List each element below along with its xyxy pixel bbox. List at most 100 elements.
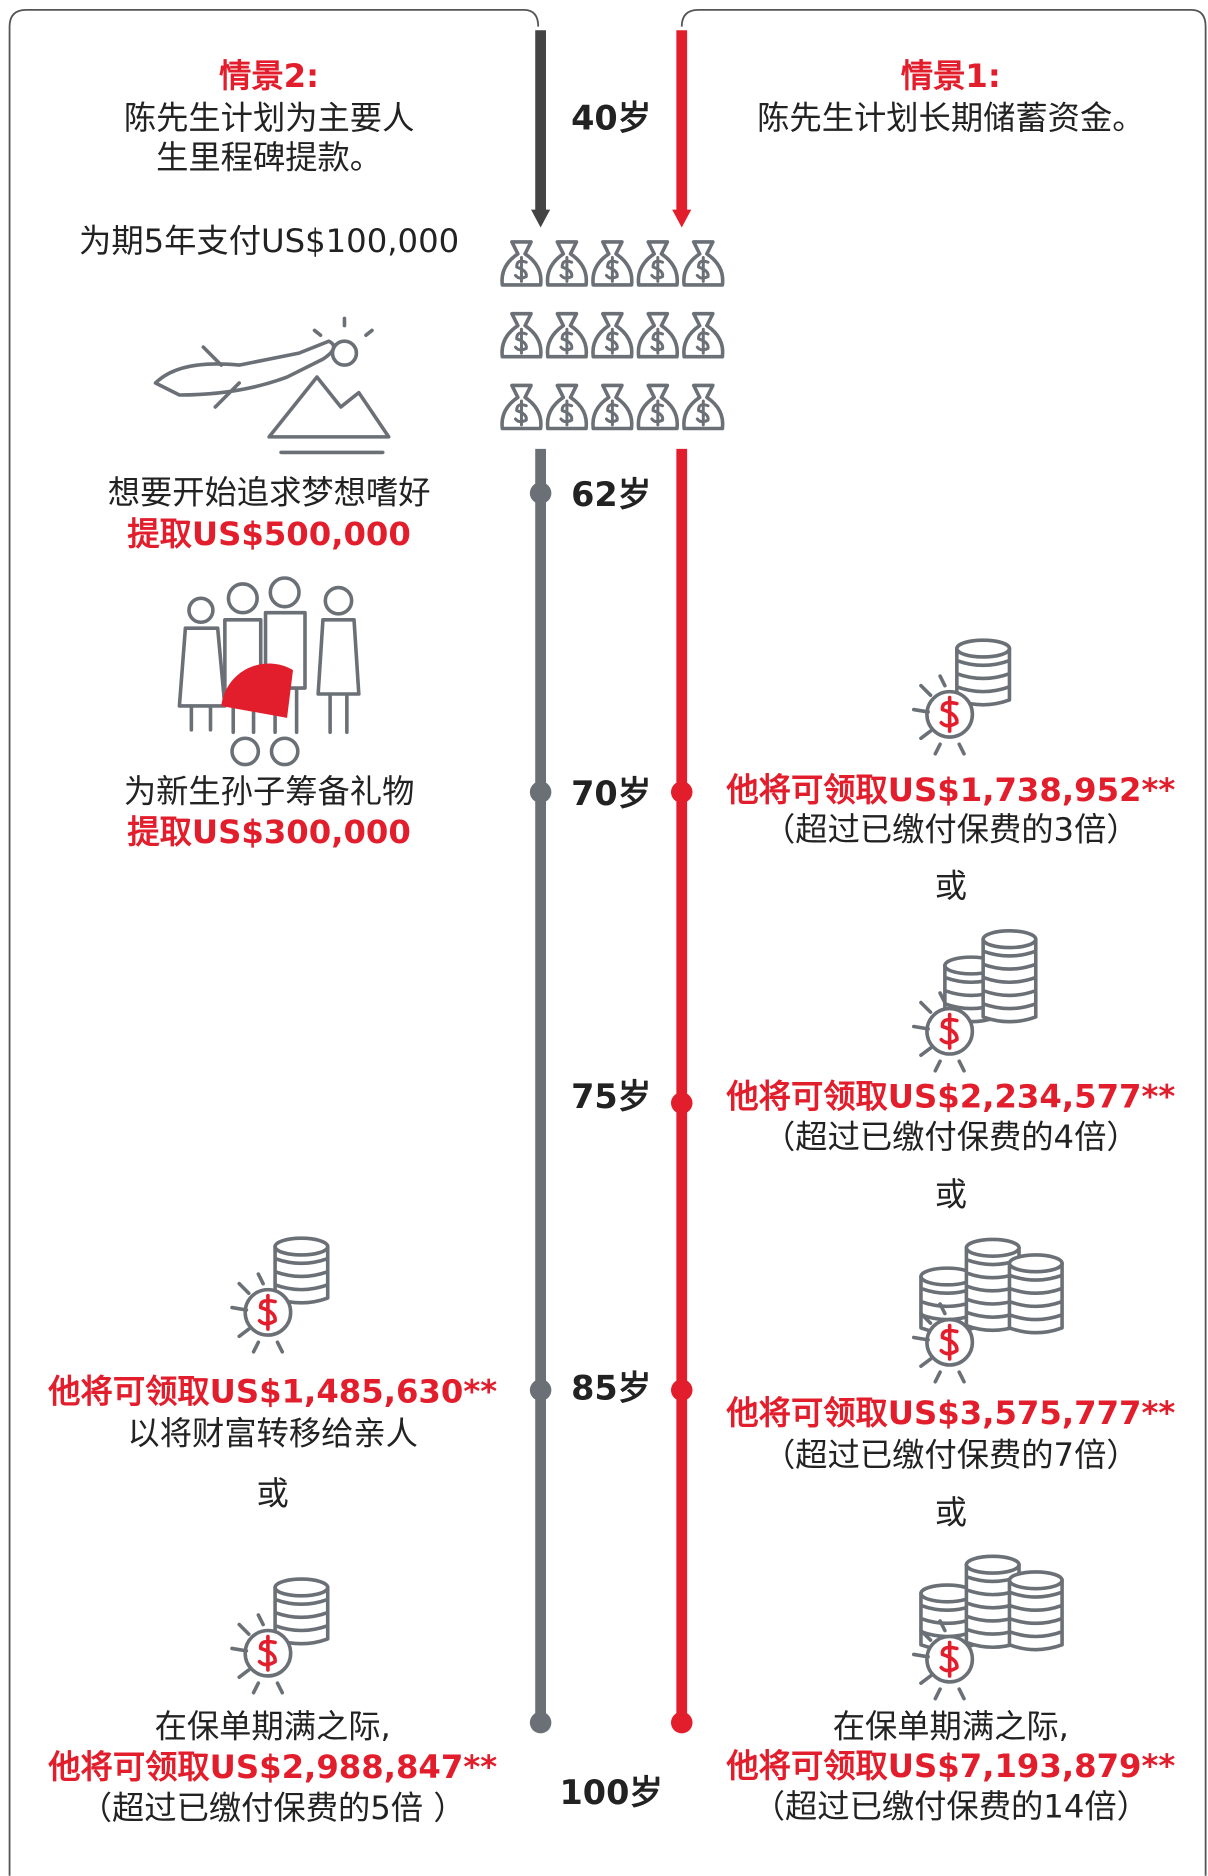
note: 在保单期满之际, (833, 1708, 1069, 1746)
bag-dollar (606, 257, 617, 281)
intro: 陈先生计划长期储蓄资金。 (757, 99, 1144, 137)
amount: 他将可领取US$1,738,952** (725, 771, 1175, 809)
age: 85岁 (571, 1369, 651, 1408)
or: 或 (935, 1175, 967, 1213)
coin-top (275, 1238, 328, 1255)
ray (921, 686, 931, 696)
ray (921, 1359, 931, 1366)
age: 75岁 (571, 1077, 651, 1116)
arrow (672, 210, 691, 228)
bag-dollar (515, 401, 526, 425)
intro: 陈先生计划为主要人 (124, 99, 415, 137)
intro: 生里程碑提款。 (156, 138, 382, 176)
age: 100岁 (560, 1773, 663, 1812)
money-bags (502, 242, 723, 429)
ray (959, 1061, 964, 1071)
ray (921, 1003, 931, 1013)
ray (959, 1689, 964, 1699)
ray (921, 1676, 931, 1683)
bag-dollar (561, 401, 572, 425)
amount: 他将可领取US$7,193,879** (725, 1747, 1175, 1785)
infographic: 40岁 62岁 70岁 75岁 85岁 100岁 情景2: 陈先生计划为主要人 … (0, 0, 1208, 1876)
bag-dollar (697, 329, 708, 353)
family-icon (179, 578, 358, 765)
bag-dollar (697, 257, 708, 281)
ray (239, 1284, 249, 1294)
ray (935, 1689, 940, 1699)
withdrawal: 提取US$500,000 (127, 515, 411, 553)
coin-icon (232, 1579, 328, 1693)
ray (239, 1329, 249, 1336)
note: （超过已缴付保费的14倍） (753, 1788, 1149, 1826)
note: （超过已缴付保费的4倍） (763, 1118, 1139, 1156)
ray (258, 1274, 263, 1284)
ray (232, 1308, 246, 1310)
ray (914, 710, 928, 712)
ray (935, 1372, 940, 1382)
note: 以将财富转移给亲人 (127, 1415, 418, 1453)
amount: 他将可领取US$2,988,847** (47, 1748, 497, 1786)
ray (254, 1683, 259, 1693)
coin-icon (914, 640, 1010, 754)
coin-icon (914, 1556, 1062, 1698)
or: 或 (257, 1474, 289, 1512)
ray (940, 676, 945, 686)
bag-dollar (697, 401, 708, 425)
ray (277, 1683, 282, 1693)
ray (959, 1372, 964, 1382)
ray (959, 744, 964, 754)
ray (935, 744, 940, 754)
coin-top (275, 1579, 328, 1596)
ray (914, 1337, 928, 1339)
milestone: 想要开始追求梦想嗜好 (108, 473, 431, 511)
heading: 情景2: (219, 57, 319, 95)
bag-dollar (515, 329, 526, 353)
bag-dollar (652, 257, 663, 281)
withdrawal: 提取US$300,000 (127, 813, 411, 851)
amount: 他将可领取US$2,234,577** (725, 1077, 1175, 1115)
arrow (531, 210, 550, 228)
coin-top (966, 1556, 1019, 1573)
amount: 他将可领取US$3,575,777** (725, 1394, 1175, 1432)
bag-dollar (652, 329, 663, 353)
note: （超过已缴付保费的7倍） (763, 1436, 1139, 1474)
ray (254, 1342, 259, 1352)
ray (935, 1061, 940, 1071)
note: 在保单期满之际, (155, 1708, 391, 1746)
ray (277, 1342, 282, 1352)
coin-top (957, 640, 1010, 657)
coin-top (1009, 1255, 1062, 1272)
bag-dollar (652, 401, 663, 425)
ray (921, 731, 931, 738)
ray (914, 1027, 928, 1029)
plane-icon (155, 318, 388, 452)
ray (232, 1648, 246, 1650)
ray (239, 1670, 249, 1677)
bag-dollar (561, 329, 572, 353)
or: 或 (935, 1493, 967, 1531)
bag-dollar (606, 329, 617, 353)
bag-dollar (515, 257, 526, 281)
note: （超过已缴付保费的5倍 ） (80, 1789, 466, 1827)
coin-icon (232, 1238, 328, 1352)
or: 或 (935, 867, 967, 905)
coin-top (966, 1239, 1019, 1256)
amount: 他将可领取US$1,485,630** (47, 1373, 497, 1411)
heading: 情景1: (901, 57, 1001, 95)
coin-top (1009, 1572, 1062, 1589)
milestone: 为新生孙子筹备礼物 (124, 772, 415, 810)
age: 62岁 (571, 475, 651, 514)
ray (914, 1654, 928, 1656)
age: 70岁 (571, 774, 651, 813)
note: （超过已缴付保费的3倍） (763, 811, 1139, 849)
age: 40岁 (571, 98, 651, 137)
coin-icon (914, 931, 1036, 1071)
ray (258, 1615, 263, 1625)
ray (239, 1625, 249, 1635)
coin-top (983, 931, 1036, 948)
payment: 为期5年支付US$100,000 (79, 222, 459, 260)
ray (921, 1048, 931, 1055)
coin-icon (914, 1239, 1062, 1381)
bag-dollar (561, 257, 572, 281)
bag-dollar (606, 401, 617, 425)
